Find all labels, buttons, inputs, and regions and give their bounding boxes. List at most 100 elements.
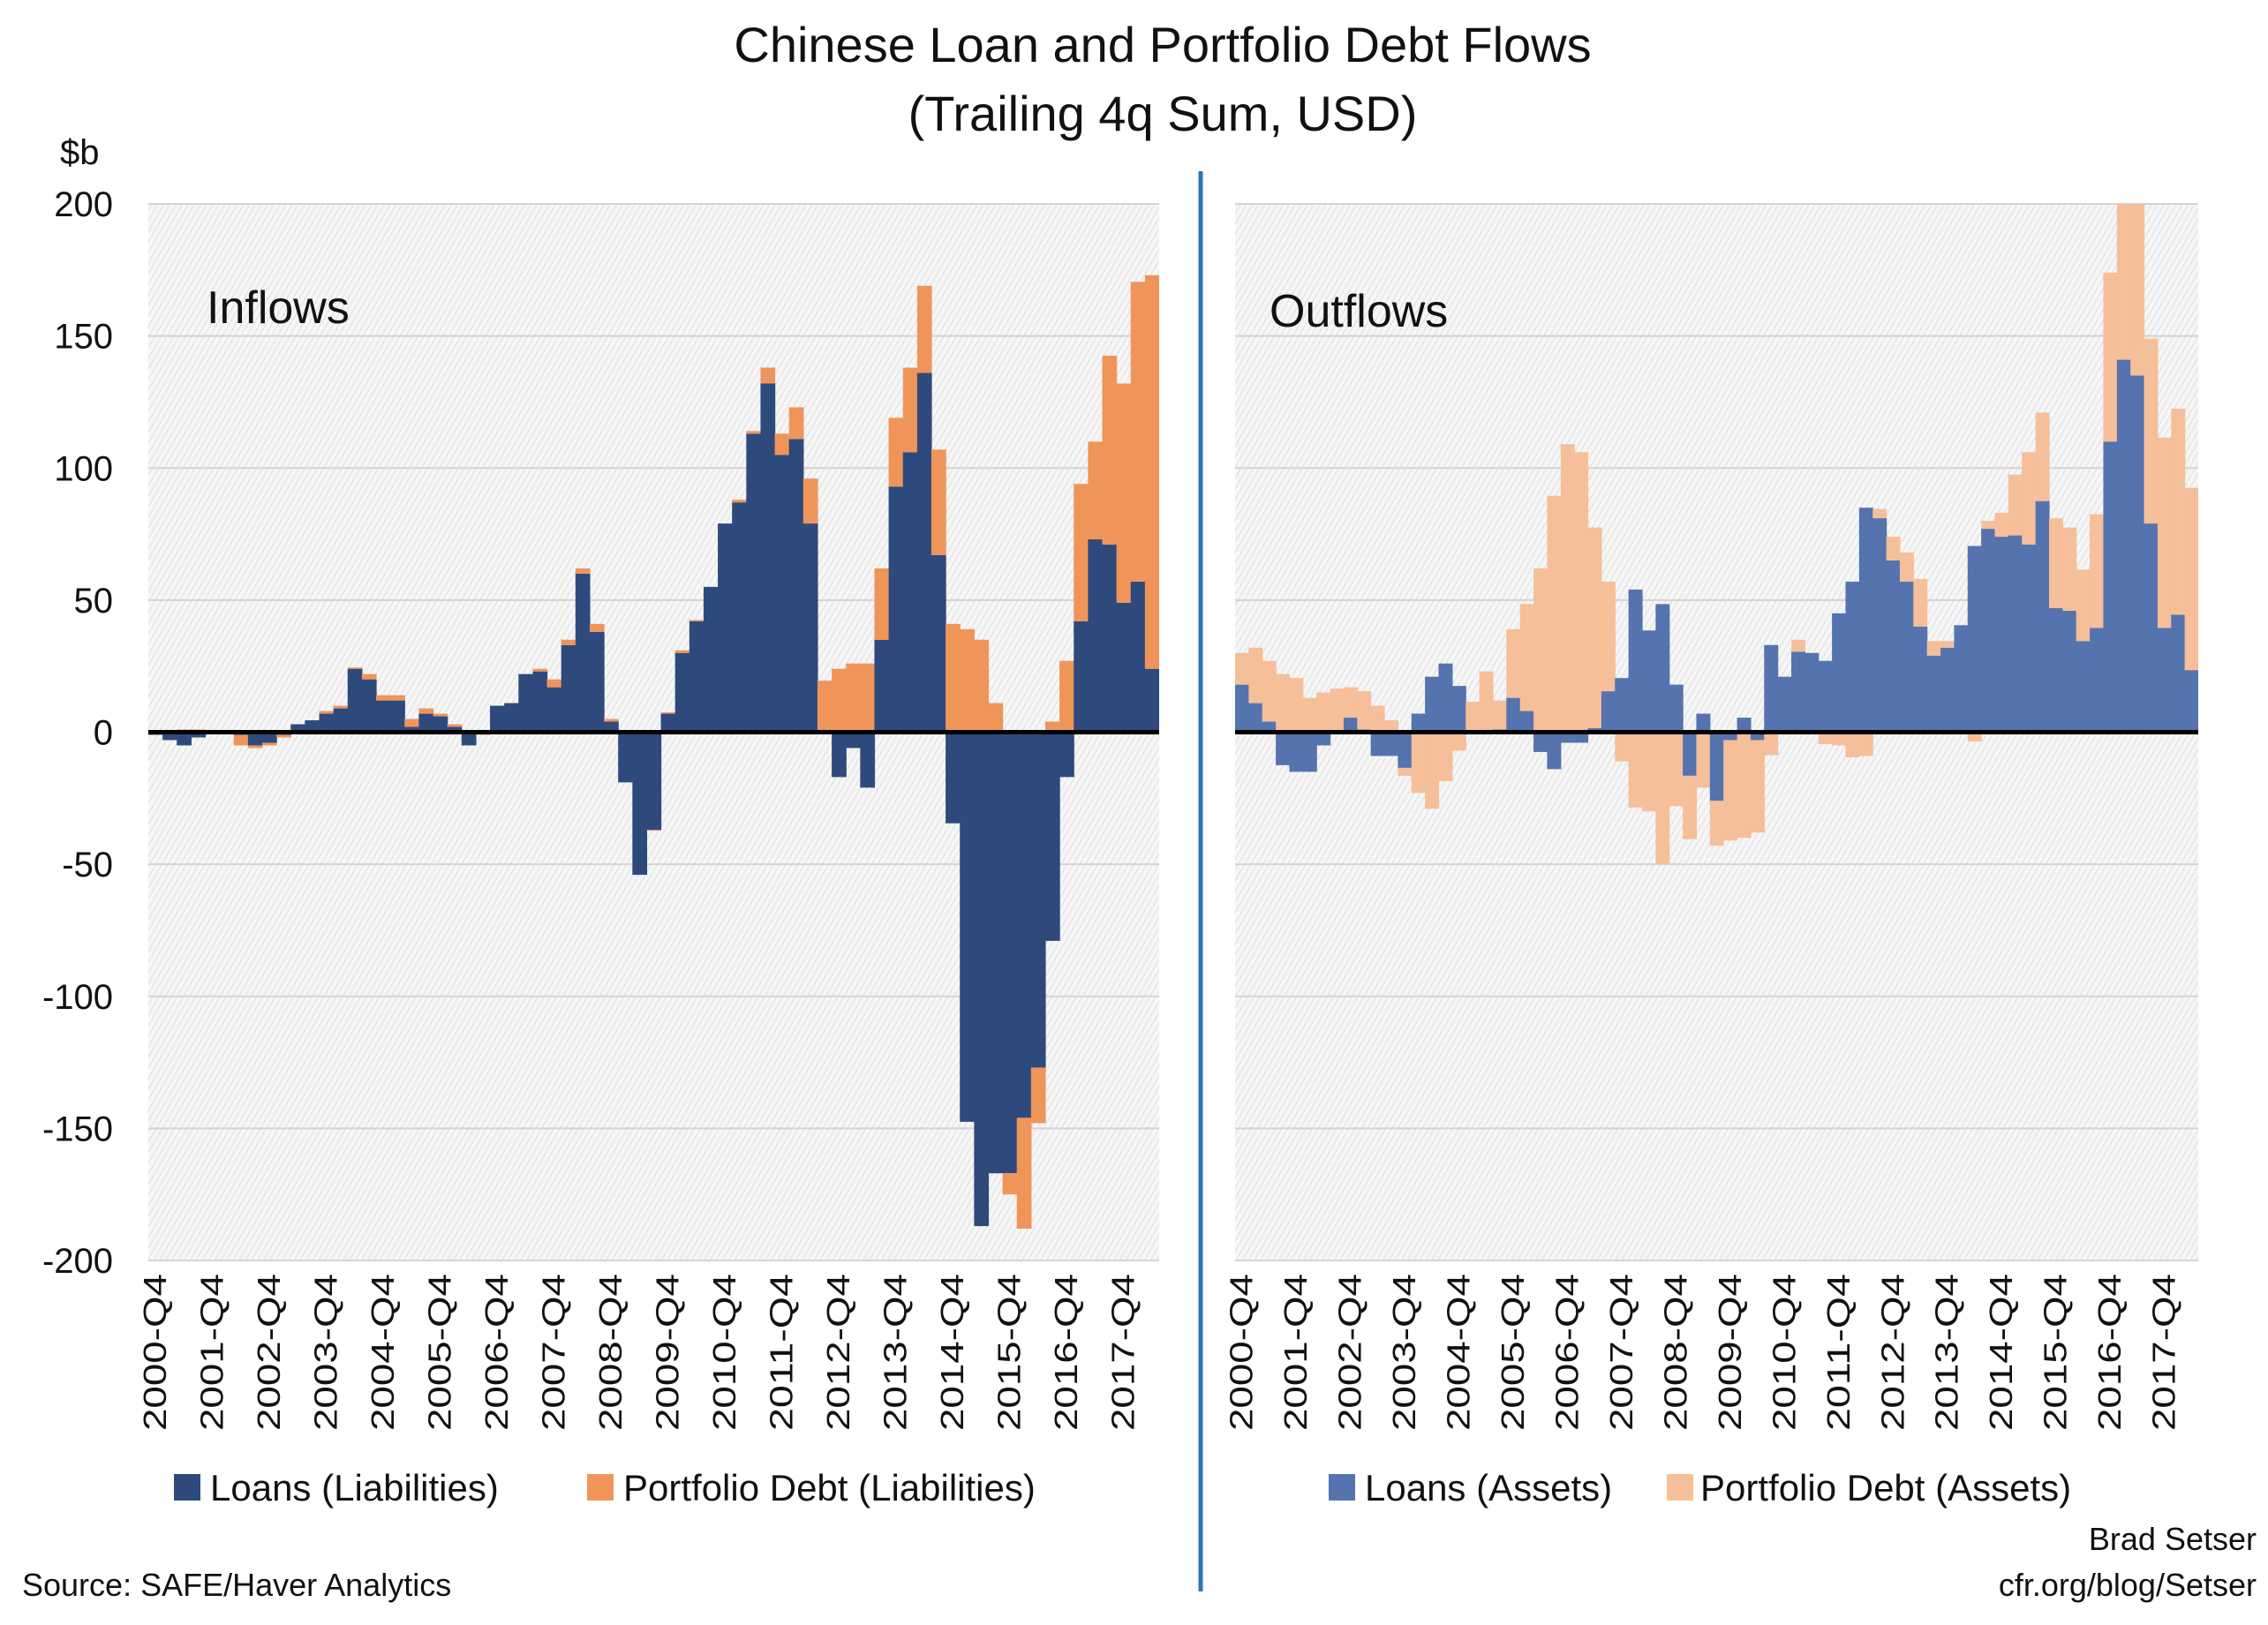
bar-portfolio-debt-assets-2007-Q3 xyxy=(1601,581,1616,692)
x-tick-label: 2014-Q4 xyxy=(1983,1274,2019,1431)
bar-portfolio-debt-liabilities-2013-Q2 xyxy=(860,663,876,733)
bar-loans-assets-2016-Q2 xyxy=(2076,641,2091,733)
bar-portfolio-debt-assets-2008-Q1 xyxy=(1628,732,1643,808)
chart-title: Chinese Loan and Portfolio Debt Flows xyxy=(734,17,1591,72)
bar-loans-assets-2007-Q1 xyxy=(1574,732,1589,743)
bar-portfolio-debt-liabilities-2013-Q3 xyxy=(874,568,890,640)
bar-portfolio-debt-liabilities-2007-Q4 xyxy=(546,679,562,688)
bar-portfolio-debt-assets-2013-Q3 xyxy=(1926,641,1941,656)
bar-loans-assets-2013-Q4 xyxy=(1940,647,1955,733)
bar-portfolio-debt-assets-2013-Q4 xyxy=(1940,641,1955,648)
bar-portfolio-debt-assets-2001-Q2 xyxy=(1262,660,1277,722)
bar-loans-assets-2008-Q3 xyxy=(1655,604,1670,733)
bar-portfolio-debt-assets-2012-Q1 xyxy=(1845,732,1860,757)
y-tick-label: -100 xyxy=(42,978,113,1017)
bar-portfolio-debt-assets-2018-Q2 xyxy=(2184,487,2198,671)
bar-portfolio-debt-assets-2006-Q1 xyxy=(1519,604,1534,711)
bar-loans-liabilities-2012-Q2 xyxy=(802,523,818,733)
x-tick-label: 2010-Q4 xyxy=(706,1274,742,1431)
bar-loans-assets-2015-Q2 xyxy=(2022,545,2037,733)
bar-loans-assets-2005-Q4 xyxy=(1506,697,1521,733)
bar-portfolio-debt-liabilities-2011-Q4 xyxy=(774,433,790,455)
bar-loans-liabilities-2002-Q3 xyxy=(247,732,263,746)
bar-loans-assets-2004-Q4 xyxy=(1451,686,1466,733)
bar-loans-assets-2012-Q4 xyxy=(1886,560,1901,733)
outflows-panel: Outflows 2000-Q4 2001-Q4 2002-Q4 2003-Q4 2004… xyxy=(1224,203,2198,1431)
bar-loans-assets-2002-Q4 xyxy=(1343,718,1358,733)
x-tick-label: 2013-Q4 xyxy=(878,1274,914,1431)
bar-loans-assets-2008-Q4 xyxy=(1669,684,1684,733)
bar-portfolio-debt-assets-2017-Q1 xyxy=(2116,204,2131,360)
bar-portfolio-debt-liabilities-2005-Q2 xyxy=(404,718,420,727)
author-credit: Brad Setser xyxy=(2089,1521,2257,1557)
bar-portfolio-debt-liabilities-2013-Q4 xyxy=(888,418,904,487)
bars xyxy=(1235,204,2198,865)
bar-portfolio-debt-liabilities-2011-Q3 xyxy=(760,367,776,384)
bar-loans-liabilities-2004-Q4 xyxy=(376,700,391,733)
bar-loans-assets-2004-Q2 xyxy=(1425,676,1440,733)
bar-loans-assets-2002-Q1 xyxy=(1302,732,1317,772)
bar-loans-liabilities-2002-Q4 xyxy=(262,732,277,743)
bar-loans-liabilities-2017-Q3 xyxy=(1102,545,1118,733)
bar-loans-liabilities-2010-Q2 xyxy=(689,621,705,733)
legend-label-portfolio-liabilities: Portfolio Debt (Liabilities) xyxy=(623,1467,1036,1508)
bar-portfolio-debt-liabilities-2004-Q4 xyxy=(376,695,391,701)
bar-portfolio-debt-assets-2003-Q4 xyxy=(1398,767,1413,776)
x-tick-label: 2001-Q4 xyxy=(1277,1274,1314,1431)
bar-loans-liabilities-2011-Q4 xyxy=(774,455,790,733)
bar-loans-liabilities-2016-Q4 xyxy=(1059,732,1074,778)
legend-swatch-loans-liabilities xyxy=(174,1474,200,1501)
bar-portfolio-debt-liabilities-2008-Q4 xyxy=(604,718,619,722)
bar-portfolio-debt-liabilities-2012-Q3 xyxy=(817,681,833,732)
bar-loans-liabilities-2017-Q1 xyxy=(1074,621,1089,733)
x-tick-label: 2000-Q4 xyxy=(1224,1274,1260,1431)
bar-portfolio-debt-liabilities-2011-Q1 xyxy=(732,500,747,503)
bar-loans-assets-2015-Q3 xyxy=(2035,500,2050,733)
bar-portfolio-debt-assets-2017-Q4 xyxy=(2157,437,2172,628)
bar-portfolio-debt-liabilities-2002-Q3 xyxy=(247,745,263,749)
bar-portfolio-debt-liabilities-2008-Q1 xyxy=(561,639,576,645)
bar-loans-liabilities-2008-Q1 xyxy=(561,644,576,733)
x-tick-label: 2013-Q4 xyxy=(1929,1274,1965,1431)
bar-portfolio-debt-assets-2001-Q1 xyxy=(1248,647,1263,703)
x-tick-label: 2007-Q4 xyxy=(1603,1274,1639,1431)
bar-loans-liabilities-2013-Q1 xyxy=(846,732,861,749)
legend-outflows: Loans (Assets) Portfolio Debt (Assets) xyxy=(1329,1467,2071,1508)
x-tick-label: 2012-Q4 xyxy=(1874,1274,1910,1431)
x-tick-label: 2008-Q4 xyxy=(1657,1274,1693,1431)
bar-portfolio-debt-assets-2004-Q3 xyxy=(1438,732,1453,781)
legend-inflows: Loans (Liabilities) Portfolio Debt (Liab… xyxy=(174,1467,1036,1508)
bar-portfolio-debt-assets-2003-Q2 xyxy=(1370,705,1385,733)
bar-loans-assets-2003-Q2 xyxy=(1370,732,1385,756)
bar-portfolio-debt-liabilities-2008-Q2 xyxy=(575,568,591,574)
y-tick-label: -200 xyxy=(42,1242,113,1281)
bar-loans-assets-2017-Q1 xyxy=(2116,359,2131,733)
bar-loans-liabilities-2014-Q1 xyxy=(902,452,918,733)
bar-portfolio-debt-assets-2006-Q3 xyxy=(1547,495,1562,733)
x-tick-label: 2009-Q4 xyxy=(1712,1274,1748,1431)
author-url: cfr.org/blog/Setser xyxy=(1999,1567,2257,1603)
bar-loans-assets-2015-Q1 xyxy=(2008,535,2023,733)
bar-portfolio-debt-assets-2012-Q2 xyxy=(1858,732,1873,756)
bar-loans-assets-2016-Q4 xyxy=(2103,441,2118,733)
bar-portfolio-debt-assets-2004-Q1 xyxy=(1411,732,1426,794)
bar-loans-liabilities-2014-Q4 xyxy=(946,732,961,824)
bar-portfolio-debt-liabilities-2009-Q4 xyxy=(660,712,676,714)
x-tick-label: 2000-Q4 xyxy=(137,1274,173,1431)
bar-loans-liabilities-2015-Q1 xyxy=(960,732,975,1122)
bar-portfolio-debt-liabilities-2012-Q1 xyxy=(788,407,804,440)
x-tick-label: 2002-Q4 xyxy=(1332,1274,1368,1431)
bar-portfolio-debt-assets-2002-Q1 xyxy=(1302,697,1317,733)
bar-loans-liabilities-2015-Q2 xyxy=(974,732,990,1227)
bar-portfolio-debt-liabilities-2015-Q1 xyxy=(960,628,975,733)
bar-loans-liabilities-2016-Q3 xyxy=(1044,732,1060,941)
bar-portfolio-debt-assets-2018-Q1 xyxy=(2171,408,2186,615)
x-tick-label: 2003-Q4 xyxy=(308,1274,344,1431)
bar-portfolio-debt-assets-2010-Q3 xyxy=(1764,732,1779,756)
bar-loans-liabilities-2011-Q1 xyxy=(732,502,747,733)
bar-loans-assets-2013-Q2 xyxy=(1913,626,1928,733)
x-tick-label: 2009-Q4 xyxy=(650,1274,686,1431)
panel-label-inflows: Inflows xyxy=(207,282,350,334)
x-tick-label: 2008-Q4 xyxy=(592,1274,629,1431)
bar-loans-liabilities-2015-Q4 xyxy=(1002,732,1018,1174)
